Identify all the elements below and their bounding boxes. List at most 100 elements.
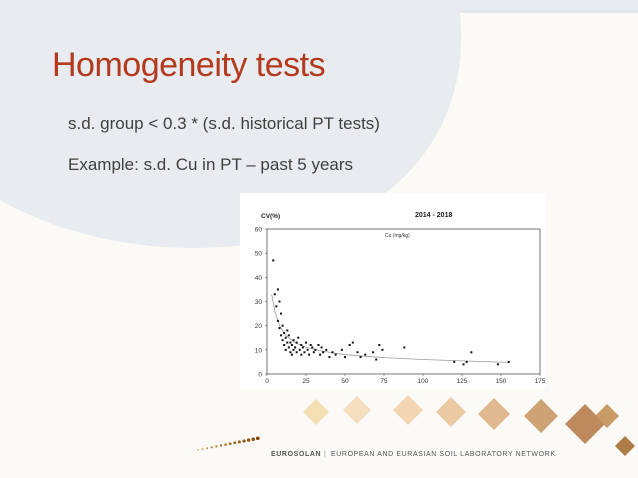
slide-title: Homogeneity tests (52, 46, 326, 84)
footer-dot (251, 437, 255, 441)
data-point (292, 348, 295, 351)
data-point (372, 351, 375, 354)
footer-decoration (197, 395, 635, 456)
data-point (375, 358, 378, 361)
footer-dot (255, 436, 260, 441)
data-point (306, 348, 309, 351)
data-point (359, 356, 362, 359)
footer-diamond (393, 395, 423, 425)
y-tick-label: 20 (255, 323, 263, 330)
data-point (320, 346, 323, 349)
footer-dot (246, 438, 251, 442)
data-point (470, 351, 473, 354)
data-point (344, 356, 346, 359)
x-tick-label: 175 (535, 378, 546, 385)
footer-dot (219, 444, 223, 447)
footer-dot (233, 441, 237, 445)
chart-title: 2014 - 2018 (415, 212, 452, 219)
data-point (280, 312, 283, 315)
x-tick-label: 150 (496, 378, 507, 385)
data-point (273, 293, 276, 296)
y-axis-label: CV(%) (261, 213, 280, 220)
footer-dot (206, 447, 209, 450)
footer-network: EUROPEAN AND EURASIAN SOIL LABORATORY NE… (331, 451, 556, 458)
data-point (381, 348, 384, 351)
x-tick-label: 75 (380, 378, 388, 385)
data-point (325, 348, 328, 351)
data-point (351, 341, 354, 344)
footer-dot (224, 443, 227, 446)
y-tick-label: 10 (255, 347, 263, 354)
data-point (303, 351, 306, 354)
footer-diamond (478, 398, 510, 430)
y-tick-label: 50 (255, 251, 263, 258)
scatter-chart: 2014 - 2018 CV(%) Cu (mg/kg) 0 10 20 30 40 50 60 0… (255, 212, 546, 385)
data-point (453, 360, 456, 363)
footer-dot (210, 446, 213, 449)
footer-dot (201, 448, 204, 450)
data-point (295, 341, 298, 344)
data-point (278, 327, 281, 330)
footer-diamond (615, 436, 635, 456)
data-point (290, 353, 293, 356)
data-point (297, 336, 300, 339)
x-tick-label: 25 (302, 378, 310, 385)
data-point (283, 344, 286, 346)
data-point (300, 353, 303, 356)
data-point (507, 360, 510, 363)
data-point (462, 363, 465, 366)
y-tick-label: 0 (258, 372, 262, 379)
data-point (284, 348, 287, 351)
footer-diamond (595, 404, 619, 428)
data-point (300, 344, 303, 346)
data-point (287, 334, 290, 337)
data-point (287, 346, 290, 349)
footer-brand: EUROSOLAN (271, 451, 322, 458)
data-point (295, 351, 298, 354)
data-point (348, 344, 351, 346)
data-point (378, 344, 381, 346)
footer-separator: | (324, 451, 327, 458)
x-tick-label: 125 (457, 378, 468, 385)
data-point (281, 324, 284, 327)
data-point (276, 288, 279, 291)
footer-dot (197, 449, 199, 451)
data-point (294, 346, 297, 349)
data-point (340, 348, 343, 351)
data-point (278, 300, 281, 303)
data-point (286, 341, 289, 344)
plot-area (266, 228, 541, 375)
data-point (364, 353, 367, 356)
data-point (309, 344, 312, 346)
data-point (311, 346, 314, 349)
data-point (331, 351, 334, 354)
data-point (305, 341, 307, 344)
data-point (314, 348, 317, 351)
footer-diamond (303, 399, 329, 425)
x-tick-label: 0 (265, 378, 269, 385)
data-point (317, 344, 320, 346)
y-tick-label: 60 (255, 227, 263, 234)
x-tick-label: 50 (341, 378, 349, 385)
footer-dot (242, 439, 246, 443)
chart-image: 2014 - 2018 CV(%) Cu (mg/kg) 0 10 20 30 40 50 60 0… (240, 193, 546, 389)
footer-diamond (436, 397, 466, 427)
bullet-text-1: s.d. group < 0.3 * (s.d. historical PT t… (68, 114, 380, 133)
data-point (312, 351, 315, 354)
data-point (281, 339, 284, 342)
data-point (334, 353, 337, 356)
data-point (283, 331, 286, 334)
data-point (280, 334, 283, 337)
data-point (356, 351, 359, 354)
data-point (496, 363, 499, 366)
y-tick-label: 30 (255, 299, 263, 306)
data-point (272, 259, 275, 262)
x-tick-label: 100 (418, 378, 429, 385)
data-point (308, 353, 311, 356)
data-point (319, 353, 322, 356)
footer-diamond (565, 404, 605, 444)
legend-label: Cu (mg/kg) (385, 233, 410, 239)
data-point (298, 348, 301, 351)
